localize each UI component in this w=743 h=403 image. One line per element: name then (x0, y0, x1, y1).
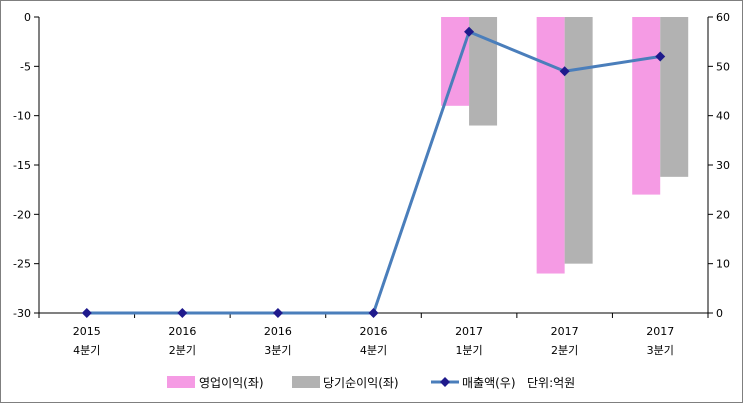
axes-layer (34, 16, 713, 318)
legend-swatch-sales-marker (440, 377, 450, 387)
left-tick-label: 0 (24, 11, 31, 24)
sales-marker-6 (655, 51, 666, 62)
right-tick-label: 10 (716, 258, 730, 271)
category-year-label: 2015 (73, 325, 101, 338)
legend-label-sales: 매출액(우) (462, 376, 516, 390)
left-tick-label: -5 (20, 60, 31, 73)
legend-swatch-operating-profit (167, 376, 195, 388)
tick-labels: 0 -5 -10 -15 -20 -25 -30 60 50 40 30 20 10 0 (13, 11, 730, 320)
left-tick-label: -20 (13, 208, 31, 221)
category-year-label: 2017 (646, 325, 674, 338)
category-labels: 2015 4분기 2016 2분기 2016 3분기 2016 4분기 2017 1분기 2017 2… (73, 325, 674, 357)
bar-layer (441, 17, 689, 274)
category-quarter-label: 3분기 (264, 344, 291, 357)
category-year-label: 2016 (360, 325, 388, 338)
legend-swatch-net-income (292, 376, 320, 388)
category-quarter-label: 1분기 (455, 344, 482, 357)
sales-marker-5 (559, 66, 570, 77)
category-quarter-label: 4분기 (360, 344, 387, 357)
right-tick-label: 50 (716, 60, 730, 73)
left-tick-label: -10 (13, 110, 31, 123)
bar-net-income-6 (660, 17, 689, 177)
right-tick-label: 20 (716, 208, 730, 221)
category-year-label: 2017 (455, 325, 483, 338)
category-year-label: 2016 (264, 325, 292, 338)
right-tick-label: 60 (716, 11, 730, 24)
category-quarter-label: 2분기 (169, 344, 196, 357)
legend-label-net-income: 당기순이익(좌) (323, 376, 399, 390)
category-year-label: 2016 (168, 325, 196, 338)
category-quarter-label: 3분기 (647, 344, 674, 357)
left-tick-label: -25 (13, 258, 31, 271)
right-tick-label: 0 (716, 307, 723, 320)
left-tick-label: -15 (13, 159, 31, 172)
category-quarter-label: 4분기 (73, 344, 100, 357)
line-layer (81, 26, 666, 318)
category-year-label: 2017 (551, 325, 579, 338)
sales-marker-3 (368, 308, 379, 318)
legend-label-operating-profit: 영업이익(좌) (199, 376, 264, 390)
bar-operating-profit-4 (441, 17, 470, 106)
sales-marker-2 (272, 308, 283, 318)
unit-note: 단위:억원 (527, 376, 575, 390)
sales-marker-0 (81, 308, 92, 318)
bar-operating-profit-5 (536, 17, 565, 274)
left-tick-label: -30 (13, 307, 31, 320)
legend: 영업이익(좌) 당기순이익(좌) 매출액(우) 단위:억원 (167, 376, 575, 390)
bar-operating-profit-6 (632, 17, 661, 195)
bar-net-income-5 (564, 17, 593, 264)
category-quarter-label: 2분기 (551, 344, 578, 357)
right-tick-label: 30 (716, 159, 730, 172)
sales-marker-1 (177, 308, 188, 318)
right-tick-label: 40 (716, 110, 730, 123)
sales-marker-4 (464, 26, 475, 37)
